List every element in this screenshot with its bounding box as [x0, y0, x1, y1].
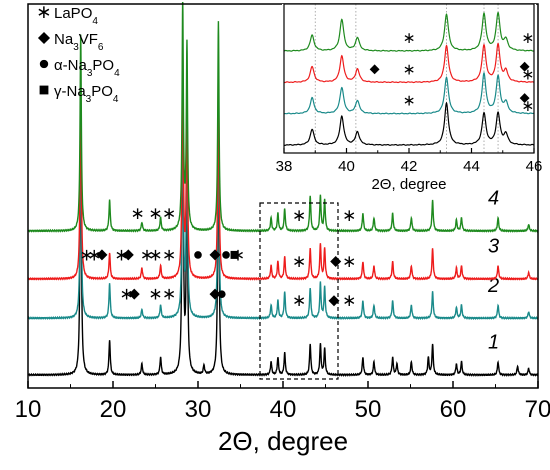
asterisk-marker: ∗	[521, 98, 534, 115]
asterisk-marker: ∗	[521, 67, 534, 84]
series-line-1	[284, 101, 534, 146]
asterisk-marker: ∗	[162, 285, 176, 304]
series-line-2	[28, 85, 538, 321]
x-tick-label: 30	[185, 396, 212, 423]
series-line-4	[284, 11, 534, 52]
asterisk-icon: ∗	[36, 1, 52, 22]
x-tick-label: 70	[525, 396, 550, 423]
x-tick-label: 20	[100, 396, 127, 423]
asterisk-marker: ∗	[140, 245, 154, 264]
legend-entry-label: Na3VF6	[54, 31, 104, 53]
x-tick-label: 38	[276, 158, 293, 175]
diamond-marker	[519, 93, 530, 104]
curve-label-3: 3	[488, 236, 499, 258]
curve-label-4: 4	[488, 188, 499, 210]
curve-label-1: 1	[488, 332, 499, 354]
legend: ∗ LaPO4 Na3VF6 α-Na3PO4 γ-Na3PO4	[36, 1, 120, 104]
series-line-1	[28, 62, 538, 377]
diamond-marker	[122, 249, 134, 261]
circle-marker	[194, 251, 202, 259]
asterisk-marker: ∗	[162, 204, 176, 223]
asterisk-marker: ∗	[342, 252, 356, 271]
diamond-marker	[209, 288, 221, 300]
square-marker	[230, 250, 239, 259]
series-line-3	[284, 42, 534, 84]
asterisk-marker: ∗	[162, 245, 176, 264]
diamond-marker	[369, 64, 380, 75]
series-line-4	[28, 2, 538, 233]
diamond-marker	[330, 255, 342, 267]
diamond-marker	[96, 249, 108, 261]
circle-icon	[39, 59, 49, 69]
series-line-2	[284, 71, 534, 115]
circle-marker	[222, 251, 230, 259]
x-tick-label: 40	[338, 158, 355, 175]
asterisk-marker: ∗	[131, 204, 145, 223]
diamond-marker	[328, 295, 340, 307]
x-tick-label: 40	[270, 396, 297, 423]
diamond-marker	[209, 249, 221, 261]
asterisk-marker: ∗	[114, 245, 128, 264]
asterisk-marker: ∗	[292, 252, 306, 271]
asterisk-marker: ∗	[148, 204, 162, 223]
legend-entry-label: α-Na3PO4	[54, 57, 120, 79]
inset-plot: ∗ ∗ ∗ ∗ ∗ ∗ 38 40 42 44 46 2Θ, degree	[276, 3, 543, 193]
diamond-marker	[128, 288, 140, 300]
x-axis-title: 2Θ, degree	[218, 426, 348, 456]
asterisk-marker: ∗	[342, 206, 356, 225]
asterisk-marker: ∗	[403, 61, 416, 78]
series-line-3	[28, 46, 538, 281]
asterisk-marker: ∗	[342, 291, 356, 310]
diamond-icon	[37, 31, 51, 45]
square-icon	[39, 85, 49, 95]
zoom-region-box	[259, 202, 339, 380]
inset-background	[282, 4, 536, 154]
circle-marker	[218, 290, 226, 298]
x-tick-label: 46	[526, 158, 543, 175]
asterisk-marker: ∗	[292, 206, 306, 225]
legend-entry-label: γ-Na3PO4	[54, 83, 119, 105]
diamond-marker	[519, 61, 530, 72]
x-tick-label: 50	[355, 396, 382, 423]
asterisk-marker: ∗	[403, 30, 416, 47]
curve-label-2: 2	[487, 275, 499, 297]
asterisk-marker: ∗	[119, 285, 133, 304]
x-axis-title: 2Θ, degree	[371, 176, 446, 193]
asterisk-marker: ∗	[80, 245, 94, 264]
asterisk-marker: ∗	[231, 245, 245, 264]
asterisk-marker: ∗	[292, 291, 306, 310]
asterisk-marker: ∗	[148, 245, 162, 264]
x-tick-label: 60	[440, 396, 467, 423]
asterisk-marker: ∗	[403, 93, 416, 110]
x-tick-label: 44	[463, 158, 480, 175]
asterisk-marker: ∗	[87, 245, 101, 264]
x-tick-label: 10	[15, 396, 42, 423]
asterisk-marker: ∗	[521, 30, 534, 47]
legend-entry-label: LaPO4	[54, 5, 98, 27]
x-tick-label: 42	[401, 158, 418, 175]
asterisk-marker: ∗	[148, 285, 162, 304]
